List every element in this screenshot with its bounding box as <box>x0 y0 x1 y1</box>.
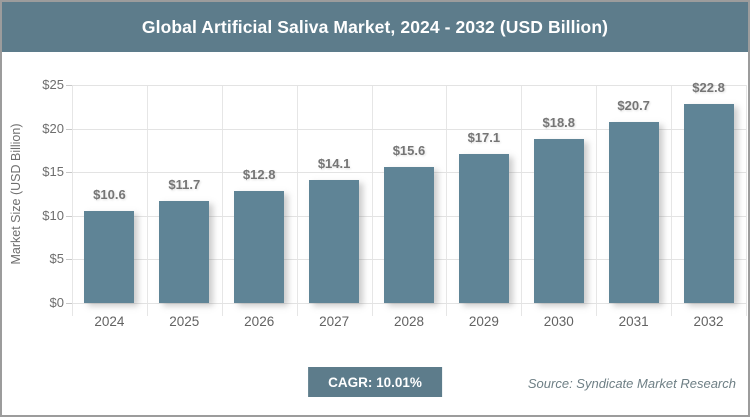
source-text: Source: Syndicate Market Research <box>527 376 736 391</box>
x-tick-label: 2028 <box>393 314 424 329</box>
y-axis-tickmark <box>66 128 72 130</box>
y-axis-tickmark <box>66 85 72 86</box>
bar <box>683 104 734 303</box>
bar <box>234 191 285 303</box>
y-axis-tickmark <box>66 215 72 217</box>
y-tick-label: $20 <box>42 120 64 136</box>
y-axis-tickmark <box>66 303 72 304</box>
bar <box>84 210 135 303</box>
bar-value-label: $12.8 <box>242 167 276 183</box>
bar-value-label: $18.8 <box>542 115 576 131</box>
gridline-vertical <box>371 85 373 316</box>
bar <box>309 180 360 303</box>
bar <box>608 122 659 303</box>
x-tick-label: 2025 <box>169 314 200 329</box>
y-tick-label: $15 <box>42 164 64 180</box>
bar-value-label: $10.6 <box>93 186 126 202</box>
bar <box>533 139 584 303</box>
y-tick-label: $0 <box>49 295 64 310</box>
x-tick-label: 2029 <box>468 314 499 329</box>
bar-value-label: $14.1 <box>317 156 351 172</box>
chart-title: Global Artificial Saliva Market, 2024 - … <box>141 16 609 37</box>
bar-value-label: $11.7 <box>168 176 201 192</box>
plot-area: $0 $5 $10 $15 $20 $25 $10.6 2024 $11.7 2025 $12.8 2… <box>42 77 747 329</box>
gridline-horizontal <box>72 85 746 86</box>
y-axis-title: Market Size (USD Billion) <box>9 123 23 265</box>
bar <box>458 153 509 303</box>
bar-value-label: $20.7 <box>617 98 650 114</box>
gridline-horizontal <box>72 128 746 130</box>
bar-value-label: $17.1 <box>467 129 501 145</box>
cagr-badge: CAGR: 10.01% <box>308 367 442 397</box>
bar-value-label: $15.6 <box>392 142 426 158</box>
gridline-vertical <box>671 85 673 316</box>
y-tick-label: $25 <box>42 77 64 92</box>
gridline-vertical <box>596 85 598 316</box>
bar <box>159 200 210 303</box>
gridline-vertical <box>446 85 448 316</box>
chart-title-bar: Global Artificial Saliva Market, 2024 - … <box>2 2 748 52</box>
x-tick-label: 2026 <box>244 314 275 329</box>
x-tick-label: 2027 <box>319 314 350 329</box>
y-tick-label: $5 <box>49 251 64 267</box>
y-axis-tickmark <box>66 259 72 261</box>
gridline-vertical <box>221 85 223 316</box>
y-tick-label: $10 <box>42 207 64 223</box>
gridline-vertical <box>146 85 148 316</box>
bar-value-label: $22.8 <box>692 80 725 96</box>
x-tick-label: 2031 <box>618 314 649 329</box>
x-tick-label: 2032 <box>693 314 724 329</box>
y-axis-tickmark <box>66 172 72 174</box>
x-tick-label: 2030 <box>543 314 574 329</box>
gridline-vertical <box>746 85 747 316</box>
gridline-vertical <box>521 85 523 316</box>
gridline-horizontal <box>72 303 746 304</box>
x-tick-label: 2024 <box>94 314 125 329</box>
gridline-vertical <box>296 85 298 316</box>
gridline-vertical <box>72 85 73 316</box>
bar <box>384 166 434 303</box>
